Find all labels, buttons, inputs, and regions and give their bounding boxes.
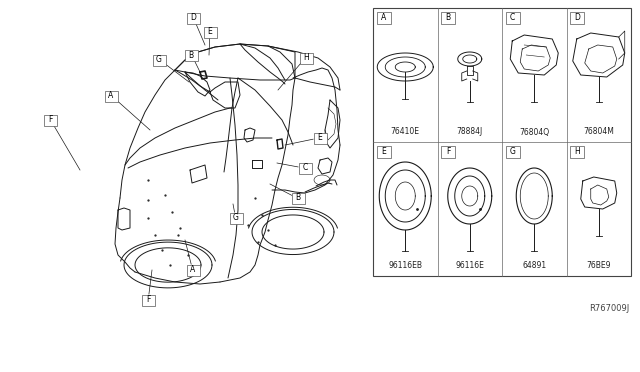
Text: 76804Q: 76804Q <box>519 128 549 137</box>
FancyBboxPatch shape <box>184 49 198 61</box>
FancyBboxPatch shape <box>506 12 520 23</box>
Text: 64891: 64891 <box>522 262 547 270</box>
Text: E: E <box>381 147 386 156</box>
FancyBboxPatch shape <box>314 132 326 144</box>
Text: F: F <box>48 115 52 125</box>
Text: R767009J: R767009J <box>589 304 629 313</box>
FancyBboxPatch shape <box>152 55 166 65</box>
Text: H: H <box>303 54 309 62</box>
FancyBboxPatch shape <box>291 192 305 203</box>
Text: D: D <box>190 13 196 22</box>
Text: 76804M: 76804M <box>583 128 614 137</box>
Text: C: C <box>510 13 515 22</box>
FancyBboxPatch shape <box>186 264 200 276</box>
Text: F: F <box>146 295 150 305</box>
FancyBboxPatch shape <box>376 145 390 157</box>
Text: G: G <box>156 55 162 64</box>
Text: A: A <box>190 266 196 275</box>
FancyBboxPatch shape <box>204 26 216 38</box>
FancyBboxPatch shape <box>376 12 390 23</box>
FancyBboxPatch shape <box>300 52 312 64</box>
Text: D: D <box>574 13 580 22</box>
Text: A: A <box>108 92 114 100</box>
Text: B: B <box>188 51 193 60</box>
FancyBboxPatch shape <box>230 212 243 224</box>
FancyBboxPatch shape <box>441 145 455 157</box>
Text: A: A <box>381 13 386 22</box>
FancyBboxPatch shape <box>186 13 200 23</box>
FancyBboxPatch shape <box>441 12 455 23</box>
FancyBboxPatch shape <box>570 12 584 23</box>
FancyBboxPatch shape <box>44 115 56 125</box>
FancyBboxPatch shape <box>141 295 154 305</box>
Text: 96116EB: 96116EB <box>388 262 422 270</box>
Text: C: C <box>302 164 308 173</box>
FancyBboxPatch shape <box>298 163 312 173</box>
Text: 96116E: 96116E <box>455 262 484 270</box>
Text: 78884J: 78884J <box>456 128 483 137</box>
Text: F: F <box>446 147 450 156</box>
Text: 76BE9: 76BE9 <box>586 262 611 270</box>
Text: E: E <box>207 28 212 36</box>
Text: 76410E: 76410E <box>391 128 420 137</box>
Text: E: E <box>317 134 323 142</box>
Text: B: B <box>296 193 301 202</box>
FancyBboxPatch shape <box>104 90 118 102</box>
Text: G: G <box>509 147 515 156</box>
Text: B: B <box>445 13 451 22</box>
FancyBboxPatch shape <box>506 145 520 157</box>
Bar <box>373 8 631 276</box>
Text: H: H <box>574 147 580 156</box>
Text: G: G <box>233 214 239 222</box>
FancyBboxPatch shape <box>570 145 584 157</box>
